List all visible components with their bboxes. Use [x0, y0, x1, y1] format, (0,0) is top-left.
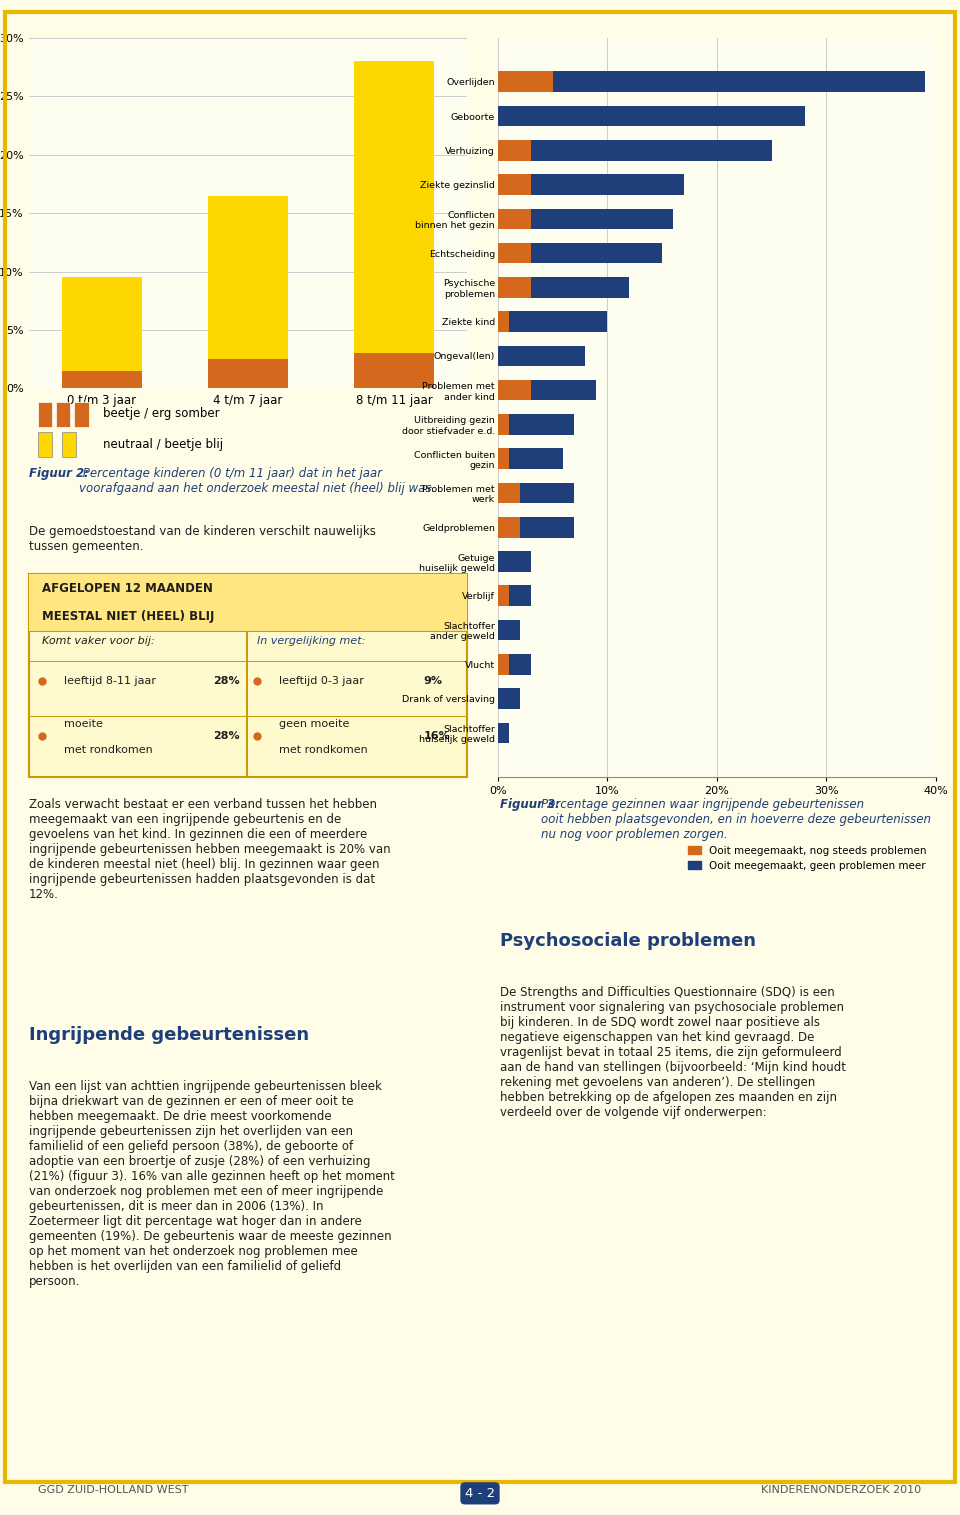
- Bar: [37, 401, 52, 427]
- Bar: [519, 517, 574, 538]
- Text: MEESTAL NIET (HEEL) BLIJ: MEESTAL NIET (HEEL) BLIJ: [42, 611, 214, 623]
- Text: neutraal / beetje blij: neutraal / beetje blij: [104, 438, 224, 451]
- Text: 4 - 2: 4 - 2: [465, 1486, 495, 1500]
- Bar: [497, 345, 586, 367]
- Bar: [497, 277, 531, 297]
- Text: 28%: 28%: [213, 676, 239, 686]
- Bar: [509, 414, 574, 435]
- Bar: [497, 312, 509, 332]
- Text: AFGELOPEN 12 MAANDEN: AFGELOPEN 12 MAANDEN: [42, 582, 213, 595]
- Bar: [207, 359, 288, 388]
- Text: Percentage gezinnen waar ingrijpende gebeurtenissen
ooit hebben plaatsgevonden, : Percentage gezinnen waar ingrijpende geb…: [541, 798, 931, 841]
- Bar: [509, 448, 564, 470]
- Bar: [497, 71, 553, 92]
- Bar: [531, 242, 662, 264]
- Bar: [246, 630, 248, 777]
- Text: met rondkomen: met rondkomen: [278, 745, 368, 756]
- Text: Percentage kinderen (0 t/m 11 jaar) dat in het jaar
voorafgaand aan het onderzoe: Percentage kinderen (0 t/m 11 jaar) dat …: [79, 467, 436, 495]
- Bar: [531, 209, 673, 229]
- Bar: [497, 654, 509, 674]
- Bar: [497, 139, 531, 161]
- Bar: [207, 195, 288, 359]
- Bar: [519, 483, 574, 503]
- Text: In vergelijking met:: In vergelijking met:: [256, 636, 365, 645]
- Bar: [354, 61, 434, 353]
- Text: De Strengths and Difficulties Questionnaire (SDQ) is een
instrument voor signale: De Strengths and Difficulties Questionna…: [500, 986, 846, 1120]
- Bar: [497, 106, 804, 126]
- Bar: [497, 688, 519, 709]
- Bar: [497, 414, 509, 435]
- Bar: [531, 277, 629, 297]
- Text: Psychosociale problemen: Psychosociale problemen: [500, 932, 756, 950]
- Bar: [531, 174, 684, 195]
- Text: Zoals verwacht bestaat er een verband tussen het hebben
meegemaakt van een ingri: Zoals verwacht bestaat er een verband tu…: [29, 798, 391, 901]
- Text: leeftijd 0-3 jaar: leeftijd 0-3 jaar: [278, 676, 364, 686]
- Text: geen moeite: geen moeite: [278, 720, 349, 729]
- Bar: [354, 353, 434, 388]
- Text: Ingrijpende gebeurtenissen: Ingrijpende gebeurtenissen: [29, 1026, 309, 1044]
- Bar: [531, 139, 772, 161]
- Bar: [497, 483, 519, 503]
- Bar: [497, 448, 509, 470]
- Text: met rondkomen: met rondkomen: [64, 745, 153, 756]
- Bar: [497, 551, 531, 571]
- Bar: [61, 371, 142, 388]
- Text: leeftijd 8-11 jaar: leeftijd 8-11 jaar: [64, 676, 156, 686]
- Bar: [497, 242, 531, 264]
- Bar: [553, 71, 925, 92]
- Text: GGD ZUID-HOLLAND WEST: GGD ZUID-HOLLAND WEST: [38, 1485, 189, 1495]
- Text: Van een lijst van achttien ingrijpende gebeurtenissen bleek
bijna driekwart van : Van een lijst van achttien ingrijpende g…: [29, 1080, 395, 1288]
- Bar: [509, 654, 531, 674]
- Text: moeite: moeite: [64, 720, 103, 729]
- Bar: [497, 380, 531, 400]
- Text: KINDERENONDERZOEK 2010: KINDERENONDERZOEK 2010: [761, 1485, 922, 1495]
- Text: 16%: 16%: [423, 732, 450, 741]
- Bar: [497, 209, 531, 229]
- Bar: [531, 380, 596, 400]
- Bar: [74, 401, 89, 427]
- Text: 28%: 28%: [213, 732, 239, 741]
- Bar: [497, 723, 509, 744]
- Bar: [497, 585, 509, 606]
- Text: Figuur 2:: Figuur 2:: [29, 467, 88, 480]
- Bar: [497, 620, 519, 641]
- Text: 9%: 9%: [423, 676, 443, 686]
- Legend: Ooit meegemaakt, nog steeds problemen, Ooit meegemaakt, geen problemen meer: Ooit meegemaakt, nog steeds problemen, O…: [684, 841, 931, 876]
- Bar: [61, 277, 142, 371]
- Bar: [509, 585, 531, 606]
- Bar: [509, 312, 608, 332]
- Bar: [37, 432, 52, 458]
- Bar: [497, 174, 531, 195]
- Bar: [497, 517, 519, 538]
- Text: Komt vaker voor bij:: Komt vaker voor bij:: [42, 636, 155, 645]
- Text: Figuur 3:: Figuur 3:: [500, 798, 560, 811]
- Text: De gemoedstoestand van de kinderen verschilt nauwelijks
tussen gemeenten.: De gemoedstoestand van de kinderen versc…: [29, 526, 375, 553]
- Bar: [56, 401, 70, 427]
- Text: beetje / erg somber: beetje / erg somber: [104, 408, 220, 420]
- Bar: [29, 574, 468, 630]
- Bar: [61, 432, 76, 458]
